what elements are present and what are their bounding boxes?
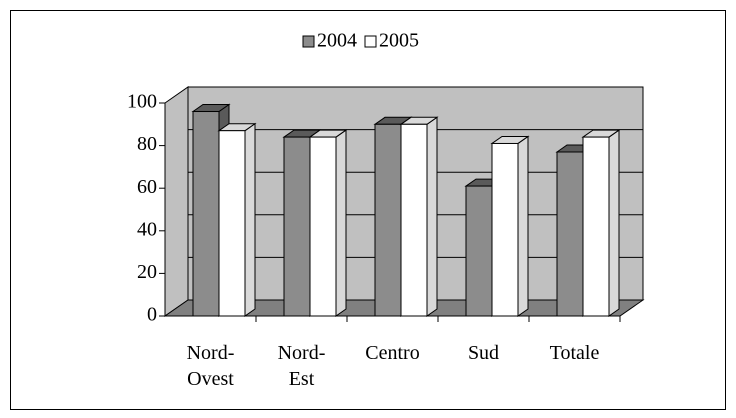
bar xyxy=(192,111,220,317)
bar-side xyxy=(426,116,438,317)
bar-side xyxy=(608,129,620,317)
x-tick-label: Totale xyxy=(549,342,600,364)
bar xyxy=(374,123,402,317)
y-tick-label: 20 xyxy=(137,261,157,283)
bar xyxy=(283,136,311,317)
bar-side xyxy=(335,129,347,317)
bar xyxy=(582,136,610,317)
x-tick-label: Nord-Est xyxy=(277,342,326,390)
bar xyxy=(218,130,246,317)
x-tick-label: Centro xyxy=(365,342,420,364)
side-wall xyxy=(164,86,189,317)
bar-side xyxy=(244,122,256,317)
legend-label: 2004 xyxy=(317,30,357,52)
x-tick-label: Sud xyxy=(467,342,500,364)
y-tick-label: 0 xyxy=(147,304,157,326)
bar xyxy=(465,185,493,317)
y-tick-label: 40 xyxy=(137,218,157,240)
bar xyxy=(491,142,519,317)
y-tick-label: 80 xyxy=(137,133,157,155)
bar xyxy=(400,123,428,317)
legend-swatch xyxy=(302,35,315,48)
legend-swatch xyxy=(364,35,377,48)
x-tick-label: Nord-Ovest xyxy=(186,342,235,390)
bar xyxy=(556,151,584,317)
bar xyxy=(309,136,337,317)
legend-label: 2005 xyxy=(379,30,419,52)
y-tick-label: 100 xyxy=(127,91,157,113)
bar-side xyxy=(517,135,529,317)
y-tick-label: 60 xyxy=(137,176,157,198)
